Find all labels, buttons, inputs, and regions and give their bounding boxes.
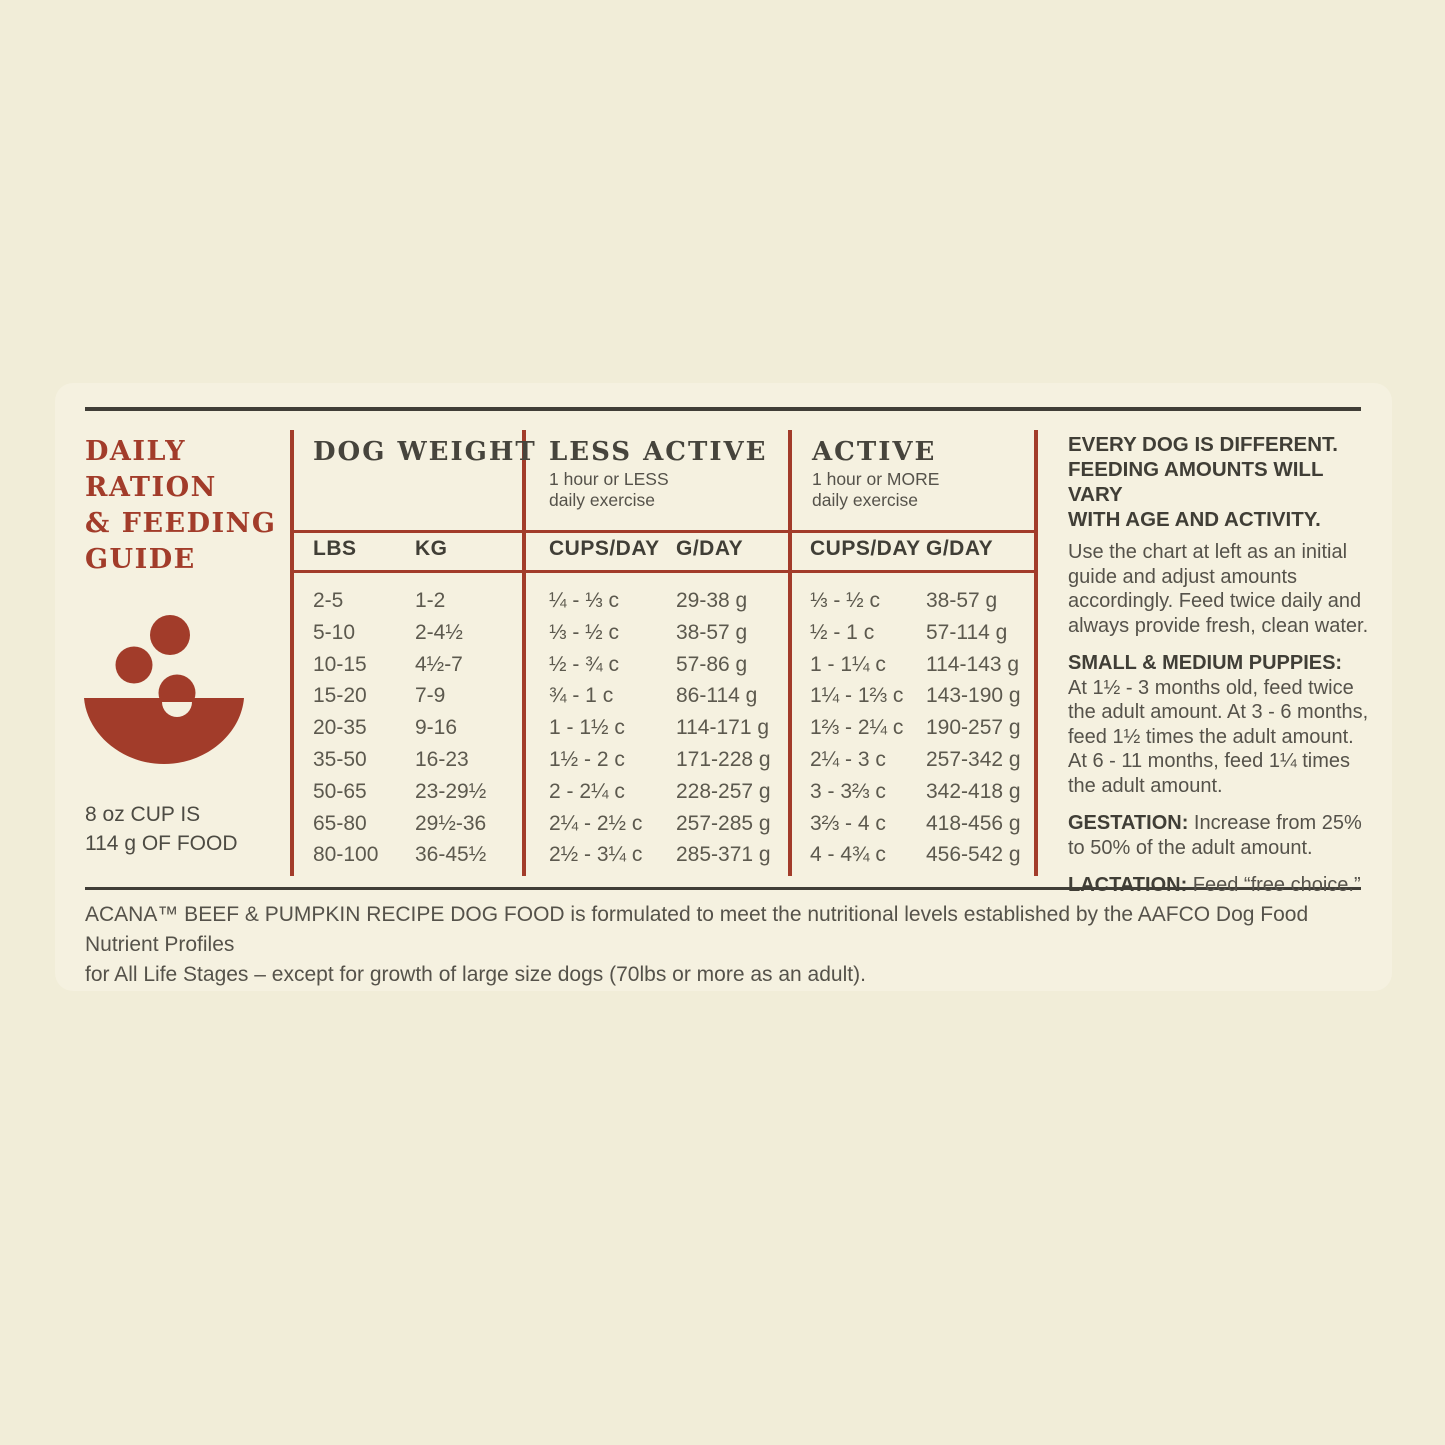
table-cell: 1⅔ - 2¼ c <box>810 716 904 740</box>
table-cell: 190-257 g <box>926 716 1021 740</box>
table-cell: 38-57 g <box>926 589 998 612</box>
active-title: ACTIVE <box>812 437 937 467</box>
table-cell: 285-371 g <box>676 843 771 867</box>
table-cell: 29-38 g <box>676 589 748 612</box>
table-cell: 228-257 g <box>676 779 771 803</box>
header-less-g: G/DAY <box>676 537 744 560</box>
active-subtitle: 1 hour or MORE daily exercise <box>812 469 940 510</box>
table-cell: 2-4½ <box>415 620 463 644</box>
col-active-cups-values: ⅓ - ½ c ½ - 1 c 1 - 1¼ c 1¼ - 1⅔ c 1⅔ - 2¼ c… <box>810 585 903 871</box>
table-cell: 57-114 g <box>926 620 1008 644</box>
table-cell: ½ - 1 c <box>810 620 875 644</box>
table-cell: 1 - 1¼ c <box>810 652 886 676</box>
table-divider <box>788 430 792 876</box>
table-cell: 38-57 g <box>676 620 748 644</box>
lactation-section: LACTATION: Feed “free choice.” <box>1068 873 1370 898</box>
puppies-text: At 1½ - 3 months old, feed twice the adu… <box>1068 676 1369 797</box>
cup-equivalence-note: 8 oz CUP IS 114 g OF FOOD <box>85 803 238 855</box>
col-group-dog-weight: DOG WEIGHT <box>313 437 537 467</box>
table-cell: 171-228 g <box>676 747 771 771</box>
table-cell: 57-86 g <box>676 652 748 676</box>
gestation-text: Increase from 25% to 50% of the adult am… <box>1068 812 1362 859</box>
table-cell: 2 - 2¼ c <box>549 779 625 803</box>
table-divider <box>1034 430 1038 876</box>
header-less-cups: CUPS/DAY <box>549 537 660 560</box>
header-active-cups: CUPS/DAY <box>810 537 921 560</box>
table-cell: 342-418 g <box>926 779 1021 803</box>
page-title: DAILY RATION & FEEDING GUIDE <box>85 436 277 575</box>
table-cell: 9-16 <box>415 716 458 740</box>
less-active-subtitle: 1 hour or LESS daily exercise <box>549 469 669 510</box>
table-cell: 2½ - 3¼ c <box>549 843 643 867</box>
table-cell: 36-45½ <box>415 843 487 867</box>
table-cell: 29½-36 <box>415 811 487 835</box>
table-cell: 20-35 <box>313 716 367 740</box>
table-cell: 3⅔ - 4 c <box>810 811 886 835</box>
aafco-statement: ACANA™ BEEF & PUMPKIN RECIPE DOG FOOD is… <box>85 903 1309 986</box>
table-cell: ¼ - ⅓ c <box>549 589 620 612</box>
gestation-section: GESTATION: Increase from 25% to 50% of t… <box>1068 811 1370 860</box>
table-cell: 15-20 <box>313 684 367 708</box>
table-cell: ¾ - 1 c <box>549 684 614 708</box>
table-cell: 1-2 <box>415 589 446 612</box>
lactation-text: Feed “free choice.” <box>1187 874 1361 896</box>
table-divider <box>290 430 294 876</box>
advice-column: EVERY DOG IS DIFFERENT. FEEDING AMOUNTS … <box>1068 432 1370 911</box>
col-group-less-active: LESS ACTIVE 1 hour or LESS daily exercis… <box>549 438 768 511</box>
table-cell: 50-65 <box>313 779 367 803</box>
table-cell: 2¼ - 3 c <box>810 747 886 771</box>
table-cell: 3 - 3⅔ c <box>810 779 886 803</box>
table-cell: 5-10 <box>313 620 356 644</box>
gestation-label: GESTATION: <box>1068 812 1189 834</box>
table-subheader-rule <box>290 570 1038 573</box>
table-cell: 4 - 4¾ c <box>810 843 886 867</box>
col-active-g-values: 38-57 g 57-114 g 114-143 g 143-190 g 190-257… <box>926 585 1021 871</box>
table-cell: ⅓ - ½ c <box>810 589 881 612</box>
table-cell: 7-9 <box>415 684 446 708</box>
table-cell: ⅓ - ½ c <box>549 620 620 644</box>
table-cell: 86-114 g <box>676 684 758 708</box>
table-cell: 418-456 g <box>926 811 1021 835</box>
lactation-label: LACTATION: <box>1068 874 1188 896</box>
table-cell: 2¼ - 2½ c <box>549 811 643 835</box>
table-cell: 1 - 1½ c <box>549 716 625 740</box>
puppies-section: SMALL & MEDIUM PUPPIES: At 1½ - 3 months… <box>1068 651 1370 798</box>
table-cell: 10-15 <box>313 652 367 676</box>
table-cell: 456-542 g <box>926 843 1021 867</box>
table-cell: 35-50 <box>313 747 367 771</box>
table-cell: 257-285 g <box>676 811 771 835</box>
advice-heading: EVERY DOG IS DIFFERENT. FEEDING AMOUNTS … <box>1068 433 1338 531</box>
table-cell: 23-29½ <box>415 779 487 803</box>
table-cell: 4½-7 <box>415 652 463 676</box>
header-kg: KG <box>415 537 448 560</box>
less-active-title: LESS ACTIVE <box>549 437 768 467</box>
table-cell: 65-80 <box>313 811 367 835</box>
table-cell: ½ - ¾ c <box>549 652 620 676</box>
table-cell: 1½ - 2 c <box>549 747 625 771</box>
puppies-label: SMALL & MEDIUM PUPPIES: <box>1068 652 1343 674</box>
col-less-cups-values: ¼ - ⅓ c ⅓ - ½ c ½ - ¾ c ¾ - 1 c 1 - 1½ c 1½ -… <box>549 585 642 871</box>
top-rule <box>85 407 1361 411</box>
col-less-g-values: 29-38 g 38-57 g 57-86 g 86-114 g 114-171 g 17… <box>676 585 771 871</box>
header-active-g: G/DAY <box>926 537 994 560</box>
table-cell: 114-143 g <box>926 652 1020 676</box>
table-cell: 16-23 <box>415 747 469 771</box>
col-lbs-values: 2-5 5-10 10-15 15-20 20-35 35-50 50-65 65-80 80-… <box>313 585 378 871</box>
bottom-rule <box>85 887 1361 890</box>
col-group-active: ACTIVE 1 hour or MORE daily exercise <box>812 438 939 511</box>
table-cell: 143-190 g <box>926 684 1021 708</box>
table-cell: 114-171 g <box>676 716 770 740</box>
header-lbs: LBS <box>313 537 357 560</box>
table-cell: 2-5 <box>313 589 344 612</box>
table-header-rule <box>290 530 1038 533</box>
table-divider <box>522 430 526 876</box>
table-cell: 80-100 <box>313 843 379 867</box>
bowl-with-kibble-icon <box>84 615 244 764</box>
table-cell: 1¼ - 1⅔ c <box>810 684 904 708</box>
col-kg-values: 1-2 2-4½ 4½-7 7-9 9-16 16-23 23-29½ 29½-36 36-45… <box>415 585 486 871</box>
table-cell: 257-342 g <box>926 747 1021 771</box>
advice-intro: Use the chart at left as an initial guid… <box>1068 541 1369 637</box>
